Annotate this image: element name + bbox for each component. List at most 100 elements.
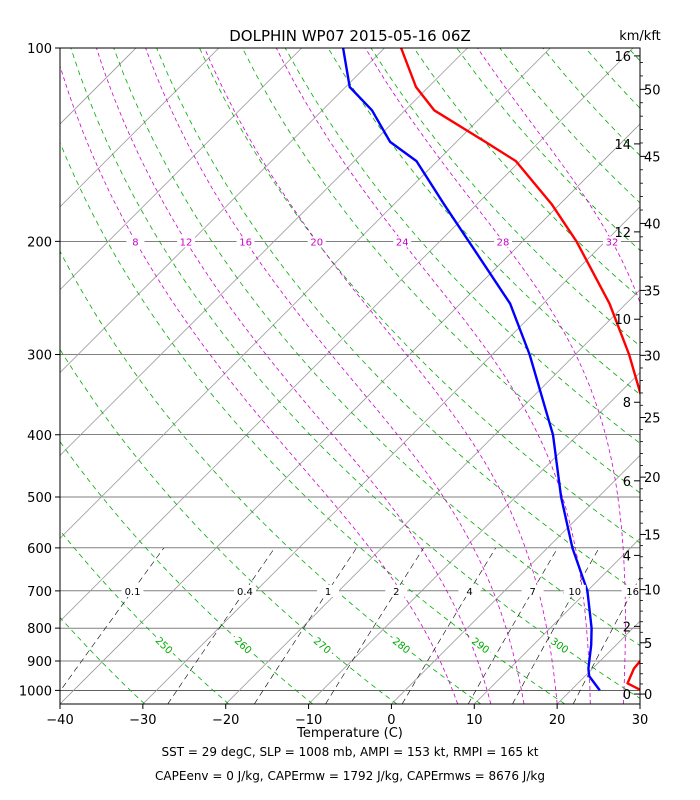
moist-adiabat-label: 20 — [310, 237, 323, 248]
right-axis-label: km/kft — [619, 29, 661, 44]
mixing-ratio-line — [401, 547, 496, 704]
mixing-ratio-label: 0.4 — [237, 587, 253, 598]
dry-adiabat-line — [60, 441, 313, 704]
dry-adiabat-label-group: 280 — [388, 632, 415, 658]
pressure-tick-label: 200 — [27, 235, 52, 250]
mixing-ratio-label-bg — [458, 584, 481, 597]
kft-tick-label: 15 — [644, 528, 661, 543]
mixing-ratio-label-bg — [317, 584, 340, 597]
pressure-tick-label: 900 — [27, 655, 52, 670]
kft-tick-label: 40 — [644, 217, 661, 232]
isotherm-line — [60, 48, 385, 374]
moist-adiabat-label: 8 — [132, 237, 138, 248]
moist-adiabat-line — [145, 48, 525, 704]
mixing-ratio-line — [60, 547, 165, 692]
pressure-tick-label: 500 — [27, 491, 52, 506]
dry-adiabat-line — [156, 48, 640, 595]
pressure-tick-label: 1000 — [19, 684, 52, 699]
mixing-ratio-line — [254, 547, 357, 704]
kft-tick-label: 50 — [644, 83, 661, 98]
temperature-tick-label: −20 — [212, 713, 239, 728]
dry-adiabat-label-bg — [467, 633, 495, 657]
mixing-ratio-line — [512, 547, 600, 704]
dry-adiabat-line — [113, 48, 640, 647]
kft-tick-label: 0 — [644, 688, 652, 703]
km-tick-label: 14 — [614, 138, 631, 153]
mixing-ratio-label-bg — [521, 584, 544, 597]
moist-adiabat-line — [96, 48, 492, 704]
moist-adiabat-label-bg — [126, 236, 145, 248]
km-tick-label: 0 — [623, 688, 631, 703]
isotherm-line — [60, 48, 551, 539]
moist-adiabat-label-bg — [236, 236, 255, 248]
moist-adiabat-line — [365, 48, 626, 704]
dry-adiabat-line — [671, 48, 700, 704]
km-tick-label: 10 — [614, 313, 631, 328]
footer-stats-line1: SST = 29 degC, SLP = 1008 mb, AMPI = 153… — [161, 745, 539, 759]
mixing-ratio-label: 7 — [529, 587, 535, 598]
moist-adiabat-label-bg — [602, 236, 621, 248]
moist-adiabat-label-bg — [177, 236, 196, 248]
temperature-tick-label: 0 — [387, 713, 395, 728]
isotherm-line — [0, 48, 53, 704]
isotherm-line — [391, 454, 640, 704]
isotherm-line — [474, 537, 640, 704]
mixing-ratio-label-bg — [121, 584, 144, 597]
dry-adiabat-label-bg — [546, 633, 574, 657]
temperature-tick-label: −40 — [46, 713, 73, 728]
mixing-ratio-line — [325, 547, 424, 704]
mixing-ratio-line — [572, 576, 640, 704]
x-axis-label: Temperature (C) — [296, 726, 403, 741]
dry-adiabat-line — [60, 702, 61, 704]
isotherm-line — [60, 48, 468, 456]
isotherm-line — [60, 48, 220, 208]
isotherm-line — [60, 123, 640, 704]
kft-tick-label: 20 — [644, 471, 661, 486]
pressure-tick-label: 600 — [27, 542, 52, 557]
moist-adiabat-label: 12 — [180, 237, 193, 248]
temperature-tick-label: 10 — [466, 713, 483, 728]
km-tick-label: 12 — [614, 226, 631, 241]
mixing-ratio-label: 10 — [568, 587, 581, 598]
kft-tick-label: 10 — [644, 584, 661, 599]
isotherm-line — [60, 48, 302, 291]
dry-adiabat-line — [327, 48, 640, 395]
dry-adiabat-line — [60, 250, 482, 704]
dry-adiabat-line — [370, 48, 640, 347]
km-tick-label: 4 — [623, 549, 631, 564]
moist-adiabat-line — [204, 48, 558, 704]
dewpoint-profile-line — [341, 48, 601, 692]
pressure-tick-label: 100 — [27, 42, 52, 57]
dry-adiabat-label-bg — [151, 632, 178, 658]
dry-adiabat-line — [60, 529, 229, 704]
skewt-chart: DOLPHIN WP07 2015-05-16 06Z km/kft Tempe… — [0, 27, 700, 741]
km-tick-label: 6 — [623, 475, 631, 490]
moist-adiabat-label: 16 — [239, 237, 252, 248]
dry-adiabat-line — [60, 348, 398, 704]
footer-stats-line2: CAPEenv = 0 J/kg, CAPErmw = 1792 J/kg, C… — [155, 769, 545, 783]
dry-adiabat-line — [70, 48, 640, 699]
kft-tick-label: 25 — [644, 412, 661, 427]
dry-adiabat-label-group: 270 — [309, 632, 336, 658]
dry-adiabat-label-bg — [388, 632, 415, 658]
dry-adiabat-line — [628, 48, 640, 62]
dry-adiabat-line — [199, 48, 640, 544]
temperature-tick-label: −10 — [295, 713, 322, 728]
isotherm-line — [60, 48, 137, 125]
temperature-tick-label: −30 — [129, 713, 156, 728]
pressure-tick-label: 400 — [27, 429, 52, 444]
dry-adiabat-line — [499, 48, 640, 204]
moist-adiabat-label: 24 — [396, 237, 409, 248]
temperature-tick-label: 20 — [549, 713, 566, 728]
mixing-ratio-label: 16 — [626, 587, 639, 598]
kft-tick-label: 30 — [644, 349, 661, 364]
moist-adiabat-label-bg — [393, 236, 412, 248]
km-tick-label: 2 — [623, 620, 631, 635]
dry-adiabat-label-group: 300 — [546, 633, 574, 657]
mixing-ratio-label: 4 — [466, 587, 472, 598]
temperature-profile-line — [399, 48, 640, 692]
mixing-ratio-label: 2 — [393, 587, 399, 598]
pressure-tick-label: 700 — [27, 585, 52, 600]
moist-adiabat-label-bg — [493, 236, 512, 248]
moist-adiabat-label: 28 — [497, 237, 510, 248]
